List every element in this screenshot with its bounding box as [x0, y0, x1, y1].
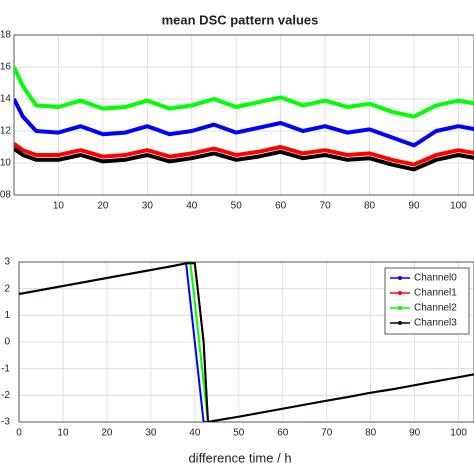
y-tick-label: 0 [4, 337, 10, 348]
plot-area [14, 66, 474, 172]
x-tick-label: 100 [450, 201, 467, 212]
y-tick-label: 16 [0, 62, 11, 73]
series-line [14, 98, 474, 148]
plot-frame [13, 34, 474, 196]
legend-marker [398, 276, 402, 280]
series-line [14, 142, 474, 167]
y-tick-label: -1 [1, 363, 10, 374]
x-tick-label: 60 [275, 201, 287, 212]
chart-title: mean DSC pattern values [162, 12, 319, 27]
x-tick-label: 70 [320, 201, 332, 212]
x-tick-label: 50 [231, 201, 243, 212]
x-tick-label: 80 [364, 201, 376, 212]
x-tick-label: 40 [189, 428, 201, 439]
legend-marker [398, 291, 402, 295]
y-tick-label: 14 [0, 94, 11, 105]
x-tick-label: 80 [365, 428, 377, 439]
x-tick-label: 50 [233, 428, 245, 439]
x-tick-label: 0 [16, 428, 22, 439]
x-tick-label: 90 [408, 201, 420, 212]
legend-marker [398, 306, 402, 310]
x-tick-label: 10 [53, 201, 65, 212]
plot-frame [18, 261, 474, 423]
series-line [14, 146, 474, 172]
plot-area [19, 262, 474, 422]
x-tick-label: 100 [450, 428, 467, 439]
y-tick-label: 10 [0, 158, 11, 169]
y-tick-label: -3 [1, 417, 10, 428]
x-tick-label: 20 [101, 428, 113, 439]
y-tick-label: 12 [0, 126, 11, 137]
x-tick-label: 90 [409, 428, 421, 439]
y-tick-label: -2 [1, 390, 10, 401]
y-tick-label: 3 [4, 257, 10, 268]
y-tick-label: 1 [4, 310, 10, 321]
x-axis-label: difference time / h [188, 450, 291, 465]
series-line [14, 66, 474, 119]
legend-marker [398, 321, 402, 325]
y-tick-label: 2 [4, 283, 10, 294]
legend-label: Channel0 [414, 273, 457, 284]
x-tick-label: 60 [277, 428, 289, 439]
legend-label: Channel1 [414, 288, 457, 299]
y-tick-label: 08 [0, 190, 11, 201]
x-tick-label: 40 [186, 201, 198, 212]
x-tick-label: 30 [142, 201, 154, 212]
x-tick-label: 10 [57, 428, 69, 439]
y-tick-label: 18 [0, 30, 11, 41]
x-tick-label: 30 [145, 428, 157, 439]
series-line [19, 262, 474, 422]
legend-label: Channel3 [414, 318, 457, 329]
x-tick-label: 70 [321, 428, 333, 439]
legend-label: Channel2 [414, 303, 457, 314]
x-tick-label: 20 [97, 201, 109, 212]
